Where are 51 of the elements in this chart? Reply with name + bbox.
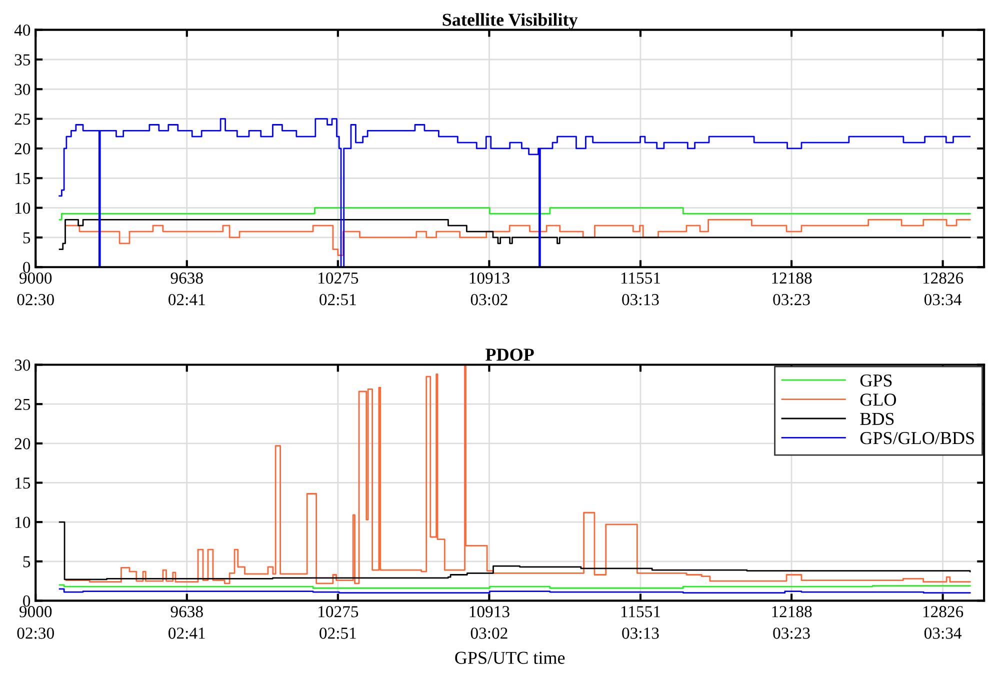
x-tick-label: 9000 [19, 606, 52, 618]
x-tick-label: 11551 [621, 272, 660, 284]
x2-tick-label: 02:41 [168, 294, 205, 306]
y-tick-label: 0 [23, 595, 30, 607]
y-tick-label: 5 [23, 232, 30, 244]
y-tick-label: 10 [16, 202, 30, 214]
x2-tick-label: 02:30 [17, 628, 54, 639]
x2-tick-label: 02:51 [320, 294, 356, 306]
y-tick-label: 40 [14, 24, 30, 36]
x2-tick-label: 03:34 [924, 628, 962, 639]
chart-title: Satellite Visibility [442, 13, 578, 30]
x-tick-label: 10913 [470, 272, 510, 284]
x-tick-label: 12188 [772, 272, 812, 284]
x-axis-title: GPS/UTC time [455, 652, 565, 664]
chart-title: PDOP [486, 348, 534, 361]
legend-label: GLO [860, 394, 896, 406]
legend-label: GPS/GLO/BDS [860, 432, 974, 444]
y-tick-label: 30 [14, 84, 30, 96]
x2-tick-label: 03:23 [773, 628, 810, 639]
x2-tick-label: 02:51 [320, 628, 356, 639]
y-tick-label: 30 [14, 359, 30, 371]
y-tick-label: 25 [14, 398, 30, 410]
x2-tick-label: 03:13 [622, 628, 659, 639]
y-tick-label: 15 [16, 478, 30, 489]
x-tick-label: 9638 [170, 272, 203, 284]
x2-tick-label: 03:13 [622, 294, 659, 306]
x-tick-label: 9000 [19, 272, 52, 284]
x-tick-label: 10913 [470, 606, 510, 618]
legend-label: GPS [860, 374, 892, 387]
x2-tick-label: 03:34 [924, 294, 962, 306]
x2-tick-label: 03:02 [470, 294, 508, 306]
y-tick-label: 0 [23, 262, 30, 274]
y-tick-label: 10 [16, 516, 30, 528]
x-tick-label: 9638 [170, 606, 203, 618]
y-tick-label: 20 [14, 143, 30, 154]
x-tick-label: 12188 [772, 606, 812, 618]
y-tick-label: 5 [23, 556, 30, 568]
y-tick-label: 20 [14, 438, 30, 450]
x2-tick-label: 03:02 [470, 628, 508, 639]
y-tick-label: 15 [16, 172, 30, 184]
x-tick-label: 12826 [923, 606, 964, 618]
x2-tick-label: 02:30 [17, 294, 54, 306]
x-tick-label: 10275 [318, 606, 358, 618]
y-tick-label: 25 [14, 114, 30, 125]
x-tick-label: 12826 [923, 272, 964, 284]
x-tick-label: 10275 [318, 272, 358, 284]
x2-tick-label: 03:23 [773, 294, 810, 306]
x2-tick-label: 02:41 [168, 628, 205, 639]
y-tick-label: 35 [14, 54, 30, 66]
x-tick-label: 11551 [621, 606, 660, 618]
legend-label: BDS [860, 412, 894, 425]
